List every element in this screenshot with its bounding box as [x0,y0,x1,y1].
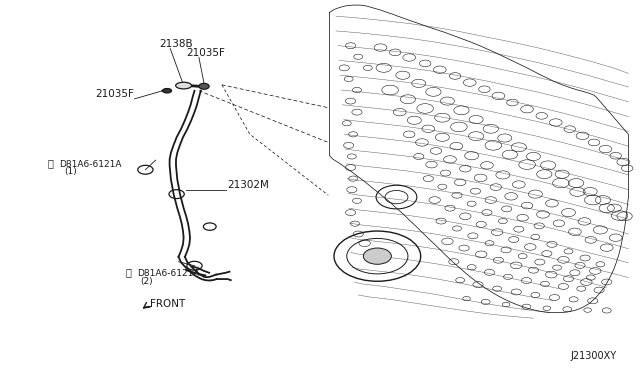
Ellipse shape [199,83,209,89]
Ellipse shape [163,89,172,93]
Text: FRONT: FRONT [150,299,186,309]
Circle shape [364,248,392,264]
Text: Ⓑ: Ⓑ [125,267,132,278]
Text: 21302M: 21302M [228,180,269,190]
Text: 2138B: 2138B [159,39,193,49]
Text: (2): (2) [140,278,153,286]
Text: 21035F: 21035F [96,89,134,99]
Text: J21300XY: J21300XY [570,352,616,361]
Text: (1): (1) [64,167,77,176]
Text: Ⓑ: Ⓑ [47,158,53,168]
Text: 21035F: 21035F [186,48,225,58]
Text: D81A6-6121A: D81A6-6121A [137,269,200,278]
Ellipse shape [175,82,191,89]
Text: D81A6-6121A: D81A6-6121A [59,160,121,169]
